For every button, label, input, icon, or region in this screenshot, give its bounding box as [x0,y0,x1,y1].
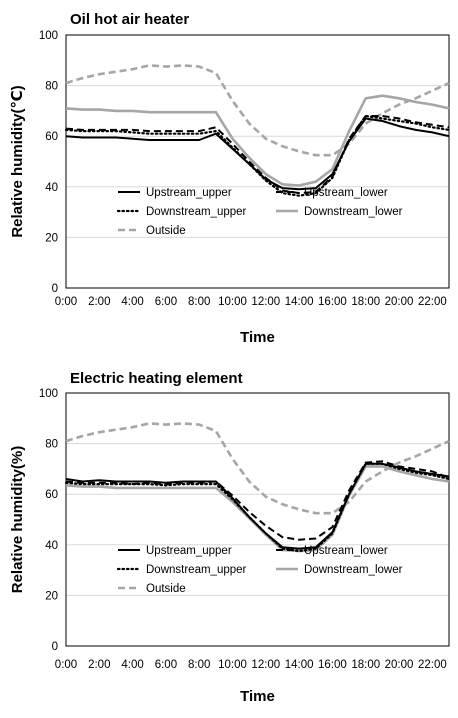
x-tick-label: 16:00 [318,296,347,308]
legend-label: Outside [146,583,186,595]
y-tick-label: 20 [45,590,58,602]
x-tick-label: 10:00 [218,659,247,671]
y-tick-label: 20 [45,232,58,244]
legend-label: Upstream_lower [304,187,388,199]
y-tick-label: 80 [45,81,58,93]
y-axis-title: Relative humidity(℃) [9,85,26,237]
y-tick-label: 40 [45,182,58,194]
x-tick-label: 14:00 [285,296,314,308]
x-tick-label: 6:00 [155,296,177,308]
chart-title: Oil hot air heater [70,11,189,28]
y-tick-label: 80 [45,439,58,451]
chart-panel-2: Electric heating element 0 20 40 60 80 100 0:00… [9,370,449,705]
x-tick-label: 4:00 [121,659,143,671]
legend-label: Downstream_lower [304,206,403,218]
x-tick-label: 4:00 [121,296,143,308]
x-tick-label: 20:00 [385,296,414,308]
x-tick-label: 6:00 [155,659,177,671]
legend-label: Downstream_upper [146,206,247,218]
plot-area-border [66,393,449,646]
y-tick-label: 60 [45,489,58,501]
legend-label: Upstream_lower [304,545,388,557]
legend: Upstream_upper Upstream_lower Downstream_u… [118,187,403,237]
x-tick-label: 8:00 [188,296,210,308]
x-tick-label: 16:00 [318,659,347,671]
chart-panel-1: Oil hot air heater 0 20 40 60 80 100 0:00 2:00 4:… [9,11,449,346]
series-line-upstream-upper [66,464,449,549]
x-tick-label: 0:00 [55,296,77,308]
x-tick-label: 18:00 [351,659,380,671]
series-line-downstream-lower [66,466,449,551]
legend-label: Upstream_upper [146,545,232,557]
plot-area-border [66,35,449,288]
x-tick-label: 2:00 [88,296,110,308]
y-tick-label: 40 [45,540,58,552]
y-tick-label: 100 [39,388,58,400]
y-tick-label: 100 [39,30,58,42]
legend-label: Upstream_upper [146,187,232,199]
x-tick-label: 14:00 [285,659,314,671]
legend-label: Downstream_upper [146,564,247,576]
x-tick-label: 10:00 [218,296,247,308]
x-tick-label: 18:00 [351,296,380,308]
x-tick-label: 22:00 [418,296,447,308]
series-line-downstream-upper [66,464,449,551]
series-line-downstream-upper [66,116,449,196]
series-line-upstream-lower [66,116,449,193]
x-tick-label: 0:00 [55,659,77,671]
x-tick-label: 12:00 [251,659,280,671]
legend: Upstream_upper Upstream_lower Downstream_u… [118,545,403,595]
y-tick-label: 60 [45,131,58,143]
x-tick-label: 20:00 [385,659,414,671]
x-tick-label: 12:00 [251,296,280,308]
x-tick-label: 22:00 [418,659,447,671]
x-axis-title: Time [240,688,275,705]
chart-title: Electric heating element [70,370,243,387]
legend-label: Outside [146,225,186,237]
y-axis-title: Relative humidity(%) [9,446,26,594]
y-tick-label: 0 [52,283,58,295]
x-tick-label: 2:00 [88,659,110,671]
x-axis-title: Time [240,329,275,346]
x-tick-label: 8:00 [188,659,210,671]
y-tick-label: 0 [52,641,58,653]
legend-label: Downstream_lower [304,564,403,576]
